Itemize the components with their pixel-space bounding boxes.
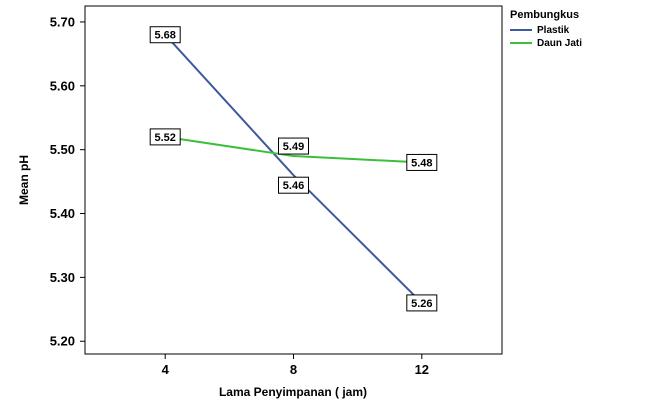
y-tick-label: 5.70 — [50, 14, 75, 29]
x-axis-ticks: 4 8 12 — [162, 354, 429, 377]
series-line — [165, 135, 422, 164]
data-label: 5.49 — [278, 137, 309, 155]
y-tick-label: 5.40 — [50, 206, 75, 221]
data-label-text: 5.68 — [154, 30, 175, 42]
data-label-box — [149, 26, 181, 44]
data-label-box — [406, 294, 438, 312]
data-label: 5.46 — [278, 176, 309, 194]
x-tick-label: 12 — [415, 362, 429, 377]
x-tick-label: 4 — [162, 362, 170, 377]
data-label-text: 5.48 — [411, 157, 432, 169]
data-label: 5.68 — [149, 26, 181, 44]
x-tick-label: 8 — [290, 362, 297, 377]
y-axis-title: Mean pH — [17, 155, 31, 205]
legend-item: Daun Jati — [510, 38, 582, 49]
data-label-box — [406, 153, 438, 171]
y-tick-label: 5.20 — [50, 334, 75, 349]
legend-items: Plastik Daun Jati — [510, 25, 582, 49]
data-label-box — [278, 176, 309, 194]
y-axis-ticks: 5.20 5.30 5.40 5.50 5.60 5.70 — [50, 14, 85, 349]
y-tick-label: 5.60 — [50, 78, 75, 93]
data-labels: 5.68 5.46 5.26 5.52 5.49 5.48 — [149, 26, 438, 312]
data-label: 5.26 — [406, 294, 438, 312]
data-label-box — [278, 137, 309, 155]
data-label-text: 5.46 — [283, 180, 304, 192]
series-lines — [164, 34, 423, 304]
legend-item: Plastik — [510, 25, 570, 36]
legend-label: Plastik — [537, 25, 570, 36]
data-label-text: 5.26 — [411, 298, 432, 310]
data-label: 5.52 — [149, 128, 181, 146]
data-label-text: 5.52 — [154, 132, 175, 144]
x-axis-title: Lama Penyimpanan ( jam) — [219, 385, 367, 399]
y-tick-label: 5.30 — [50, 270, 75, 285]
y-tick-label: 5.50 — [50, 142, 75, 157]
data-label-box — [149, 128, 181, 146]
data-label: 5.48 — [406, 153, 438, 171]
legend: Pembungkus Plastik Daun Jati — [510, 9, 582, 49]
legend-title: Pembungkus — [510, 9, 579, 21]
series-line — [164, 34, 423, 304]
legend-label: Daun Jati — [537, 38, 582, 49]
data-label-text: 5.49 — [283, 141, 304, 153]
